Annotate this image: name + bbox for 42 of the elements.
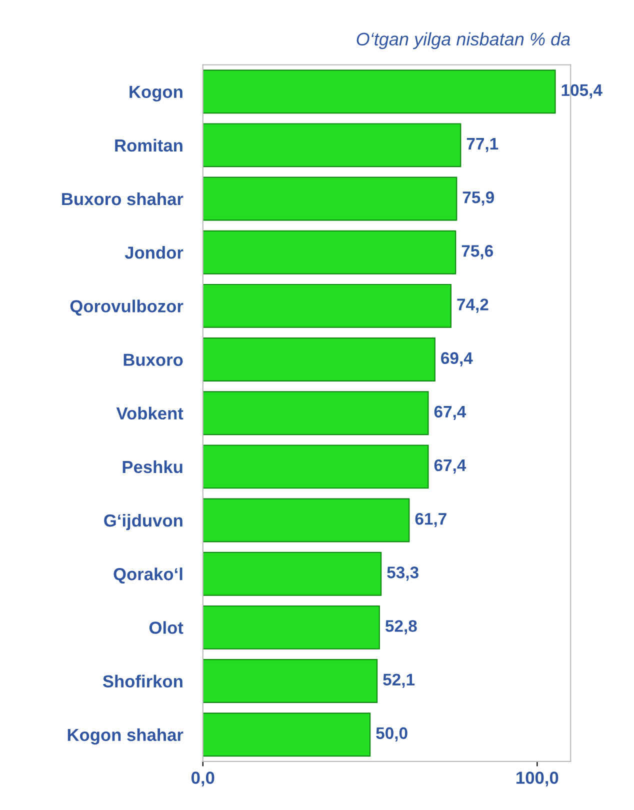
y-tick-label: Buxoro shahar bbox=[62, 192, 184, 206]
y-tick-label: Buxoro bbox=[124, 354, 183, 366]
chart-title: O‘tgan yilga nisbatan % da bbox=[356, 32, 570, 50]
data-label: 105,4 bbox=[562, 84, 602, 98]
data-label: 53,3 bbox=[387, 566, 418, 581]
data-label: 69,4 bbox=[441, 352, 473, 366]
data-label: 67,4 bbox=[434, 406, 466, 420]
y-tick-label: Shofirkon bbox=[102, 674, 182, 688]
bar bbox=[202, 498, 410, 542]
data-label: 61,7 bbox=[415, 512, 446, 528]
y-tick-label: Kogon shahar bbox=[68, 728, 184, 745]
x-tick-label: 0,0 bbox=[192, 772, 214, 786]
bar bbox=[202, 123, 462, 168]
y-tick-label: Qorovulbozor bbox=[70, 300, 184, 316]
y-tick-label: Olot bbox=[149, 621, 184, 634]
data-label: 52,1 bbox=[383, 674, 415, 688]
bar bbox=[202, 230, 456, 274]
bar bbox=[202, 659, 378, 704]
bar bbox=[202, 176, 458, 221]
y-tick-label: Qorako‘l bbox=[114, 568, 182, 584]
y-tick-label: Romitan bbox=[115, 138, 182, 152]
data-label: 74,2 bbox=[457, 298, 488, 313]
y-tick-label: Jondor bbox=[124, 246, 184, 259]
bar bbox=[202, 391, 429, 436]
data-label: 67,4 bbox=[434, 459, 466, 474]
y-tick-label: G‘ijduvon bbox=[104, 514, 182, 530]
bar bbox=[202, 338, 436, 382]
y-tick-label: Peshku bbox=[122, 460, 182, 474]
data-label: 50,0 bbox=[376, 727, 408, 742]
y-tick-label: Vobkent bbox=[116, 406, 184, 420]
x-tick-label: 100,0 bbox=[516, 772, 558, 786]
data-label: 75,6 bbox=[462, 245, 493, 260]
bar bbox=[202, 605, 380, 650]
data-label: 75,9 bbox=[462, 191, 494, 206]
bar bbox=[202, 444, 429, 489]
bar bbox=[202, 552, 382, 596]
data-label: 52,8 bbox=[385, 620, 417, 634]
bar bbox=[202, 712, 371, 757]
y-tick-label: Kogon bbox=[130, 86, 182, 102]
bar bbox=[202, 284, 452, 328]
bar bbox=[202, 70, 556, 114]
data-label: 77,1 bbox=[466, 138, 498, 152]
